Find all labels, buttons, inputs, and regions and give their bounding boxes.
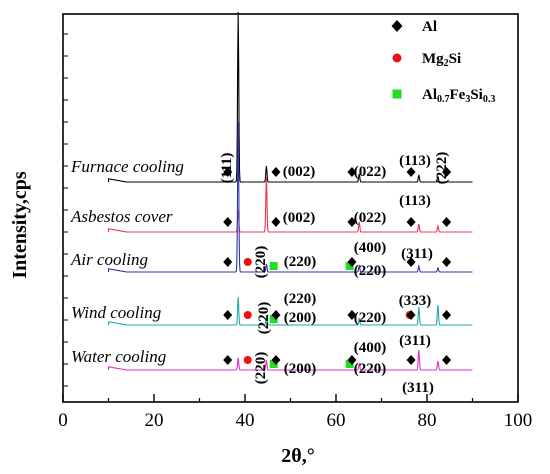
y-axis-label: Intensity,cps [9, 171, 31, 278]
peak-label: (400) [354, 240, 387, 256]
peak-label: (002) [283, 164, 316, 180]
al-diamond-marker [442, 257, 452, 267]
series-line-furnace-cooling [107, 11, 473, 183]
legend: Al Mg2Si Al0.7Fe3Si0.3 [391, 19, 495, 105]
al-diamond-marker [347, 217, 357, 227]
peak-label: (113) [399, 153, 431, 169]
peak-label: (111) [219, 153, 235, 184]
legend-entry-3: Al0.7Fe3Si0.3 [422, 87, 495, 105]
al-diamond-marker [406, 167, 416, 177]
peak-label: (022) [354, 164, 387, 180]
al-diamond-marker [347, 167, 357, 177]
legend-alfesi-marker [392, 89, 402, 99]
series-line-air-cooling [107, 121, 473, 273]
series-label-air-cooling: Air cooling [70, 250, 148, 269]
al-diamond-marker [271, 167, 281, 177]
mg2si-circle-marker [243, 356, 252, 364]
x-tick-label: 0 [58, 410, 68, 431]
al-diamond-marker [406, 355, 416, 365]
legend-entry-2: Mg2Si [422, 51, 461, 69]
peak-label: (113) [399, 193, 431, 209]
peak-label: (220) [354, 310, 387, 326]
series-label-asbestos-cover: Asbestos cover [70, 207, 173, 226]
peak-label: (333) [399, 293, 432, 309]
series-label-wind-cooling: Wind cooling [71, 303, 161, 322]
peak-label: (222) [434, 152, 450, 185]
series-label-furnace-cooling: Furnace cooling [70, 157, 184, 176]
x-tick-label: 60 [327, 410, 346, 431]
peak-label: (220) [284, 254, 317, 270]
legend-mg2si-marker [392, 53, 402, 63]
al-diamond-marker [347, 257, 357, 267]
al-diamond-marker [347, 355, 357, 365]
phase-markers [223, 167, 452, 368]
peak-label: (311) [401, 246, 433, 262]
legend-al-marker [391, 20, 403, 32]
mg2si-circle-marker [243, 311, 252, 319]
peak-label: (200) [284, 361, 317, 377]
peak-label: (220) [256, 302, 272, 335]
peak-label: (400) [354, 340, 387, 356]
al-diamond-marker [406, 217, 416, 227]
series-label-water-cooling: Water cooling [71, 347, 166, 366]
x-tick-label: 80 [418, 410, 437, 431]
series-line-wind-cooling [107, 296, 473, 326]
peak-label: (311) [399, 333, 431, 349]
peak-label: (311) [402, 380, 434, 396]
al-diamond-marker [271, 355, 281, 365]
alfesi-square-marker [269, 360, 278, 368]
peak-label: (220) [253, 352, 269, 385]
mg2si-circle-marker [243, 258, 252, 266]
al-diamond-marker [223, 217, 233, 227]
curves [107, 11, 473, 371]
peak-label: (022) [354, 210, 387, 226]
peak-label: (220) [253, 246, 269, 279]
al-diamond-marker [223, 167, 233, 177]
alfesi-square-marker [269, 315, 278, 323]
al-diamond-marker [442, 167, 452, 177]
alfesi-square-marker [269, 262, 278, 270]
x-tick-label: 40 [236, 410, 255, 431]
al-diamond-marker [223, 257, 233, 267]
x-tick-label: 100 [504, 410, 533, 431]
peak-label: (220) [354, 361, 387, 377]
al-diamond-marker [442, 310, 452, 320]
x-axis-ticks: 0 20 40 60 80 100 [58, 33, 533, 431]
al-diamond-marker [442, 217, 452, 227]
alfesi-square-marker [345, 360, 354, 368]
curve-names: Furnace cooling Asbestos cover Air cooling… [70, 157, 184, 366]
series-line-asbestos-cover [107, 176, 473, 233]
peak-label: (200) [284, 310, 317, 326]
alfesi-square-marker [345, 262, 354, 270]
peak-label: (220) [354, 263, 387, 279]
peak-label: (220) [284, 291, 317, 307]
al-diamond-marker [223, 310, 233, 320]
al-diamond-marker [406, 257, 416, 267]
al-diamond-marker [442, 355, 452, 365]
x-tick-label: 20 [145, 410, 164, 431]
al-diamond-marker [223, 355, 233, 365]
al-diamond-marker [406, 310, 416, 320]
legend-entry-1: Al [422, 19, 437, 35]
al-diamond-marker [347, 310, 357, 320]
peak-label: (002) [283, 210, 316, 226]
x-axis-label: 2θ,° [281, 445, 314, 467]
peak-annotations: (111) (002) (022) (113) (222) (002) (022) (113)… [219, 152, 450, 396]
al-diamond-marker [271, 310, 281, 320]
al-diamond-marker [271, 217, 281, 227]
series-line-water-cooling [107, 349, 473, 371]
